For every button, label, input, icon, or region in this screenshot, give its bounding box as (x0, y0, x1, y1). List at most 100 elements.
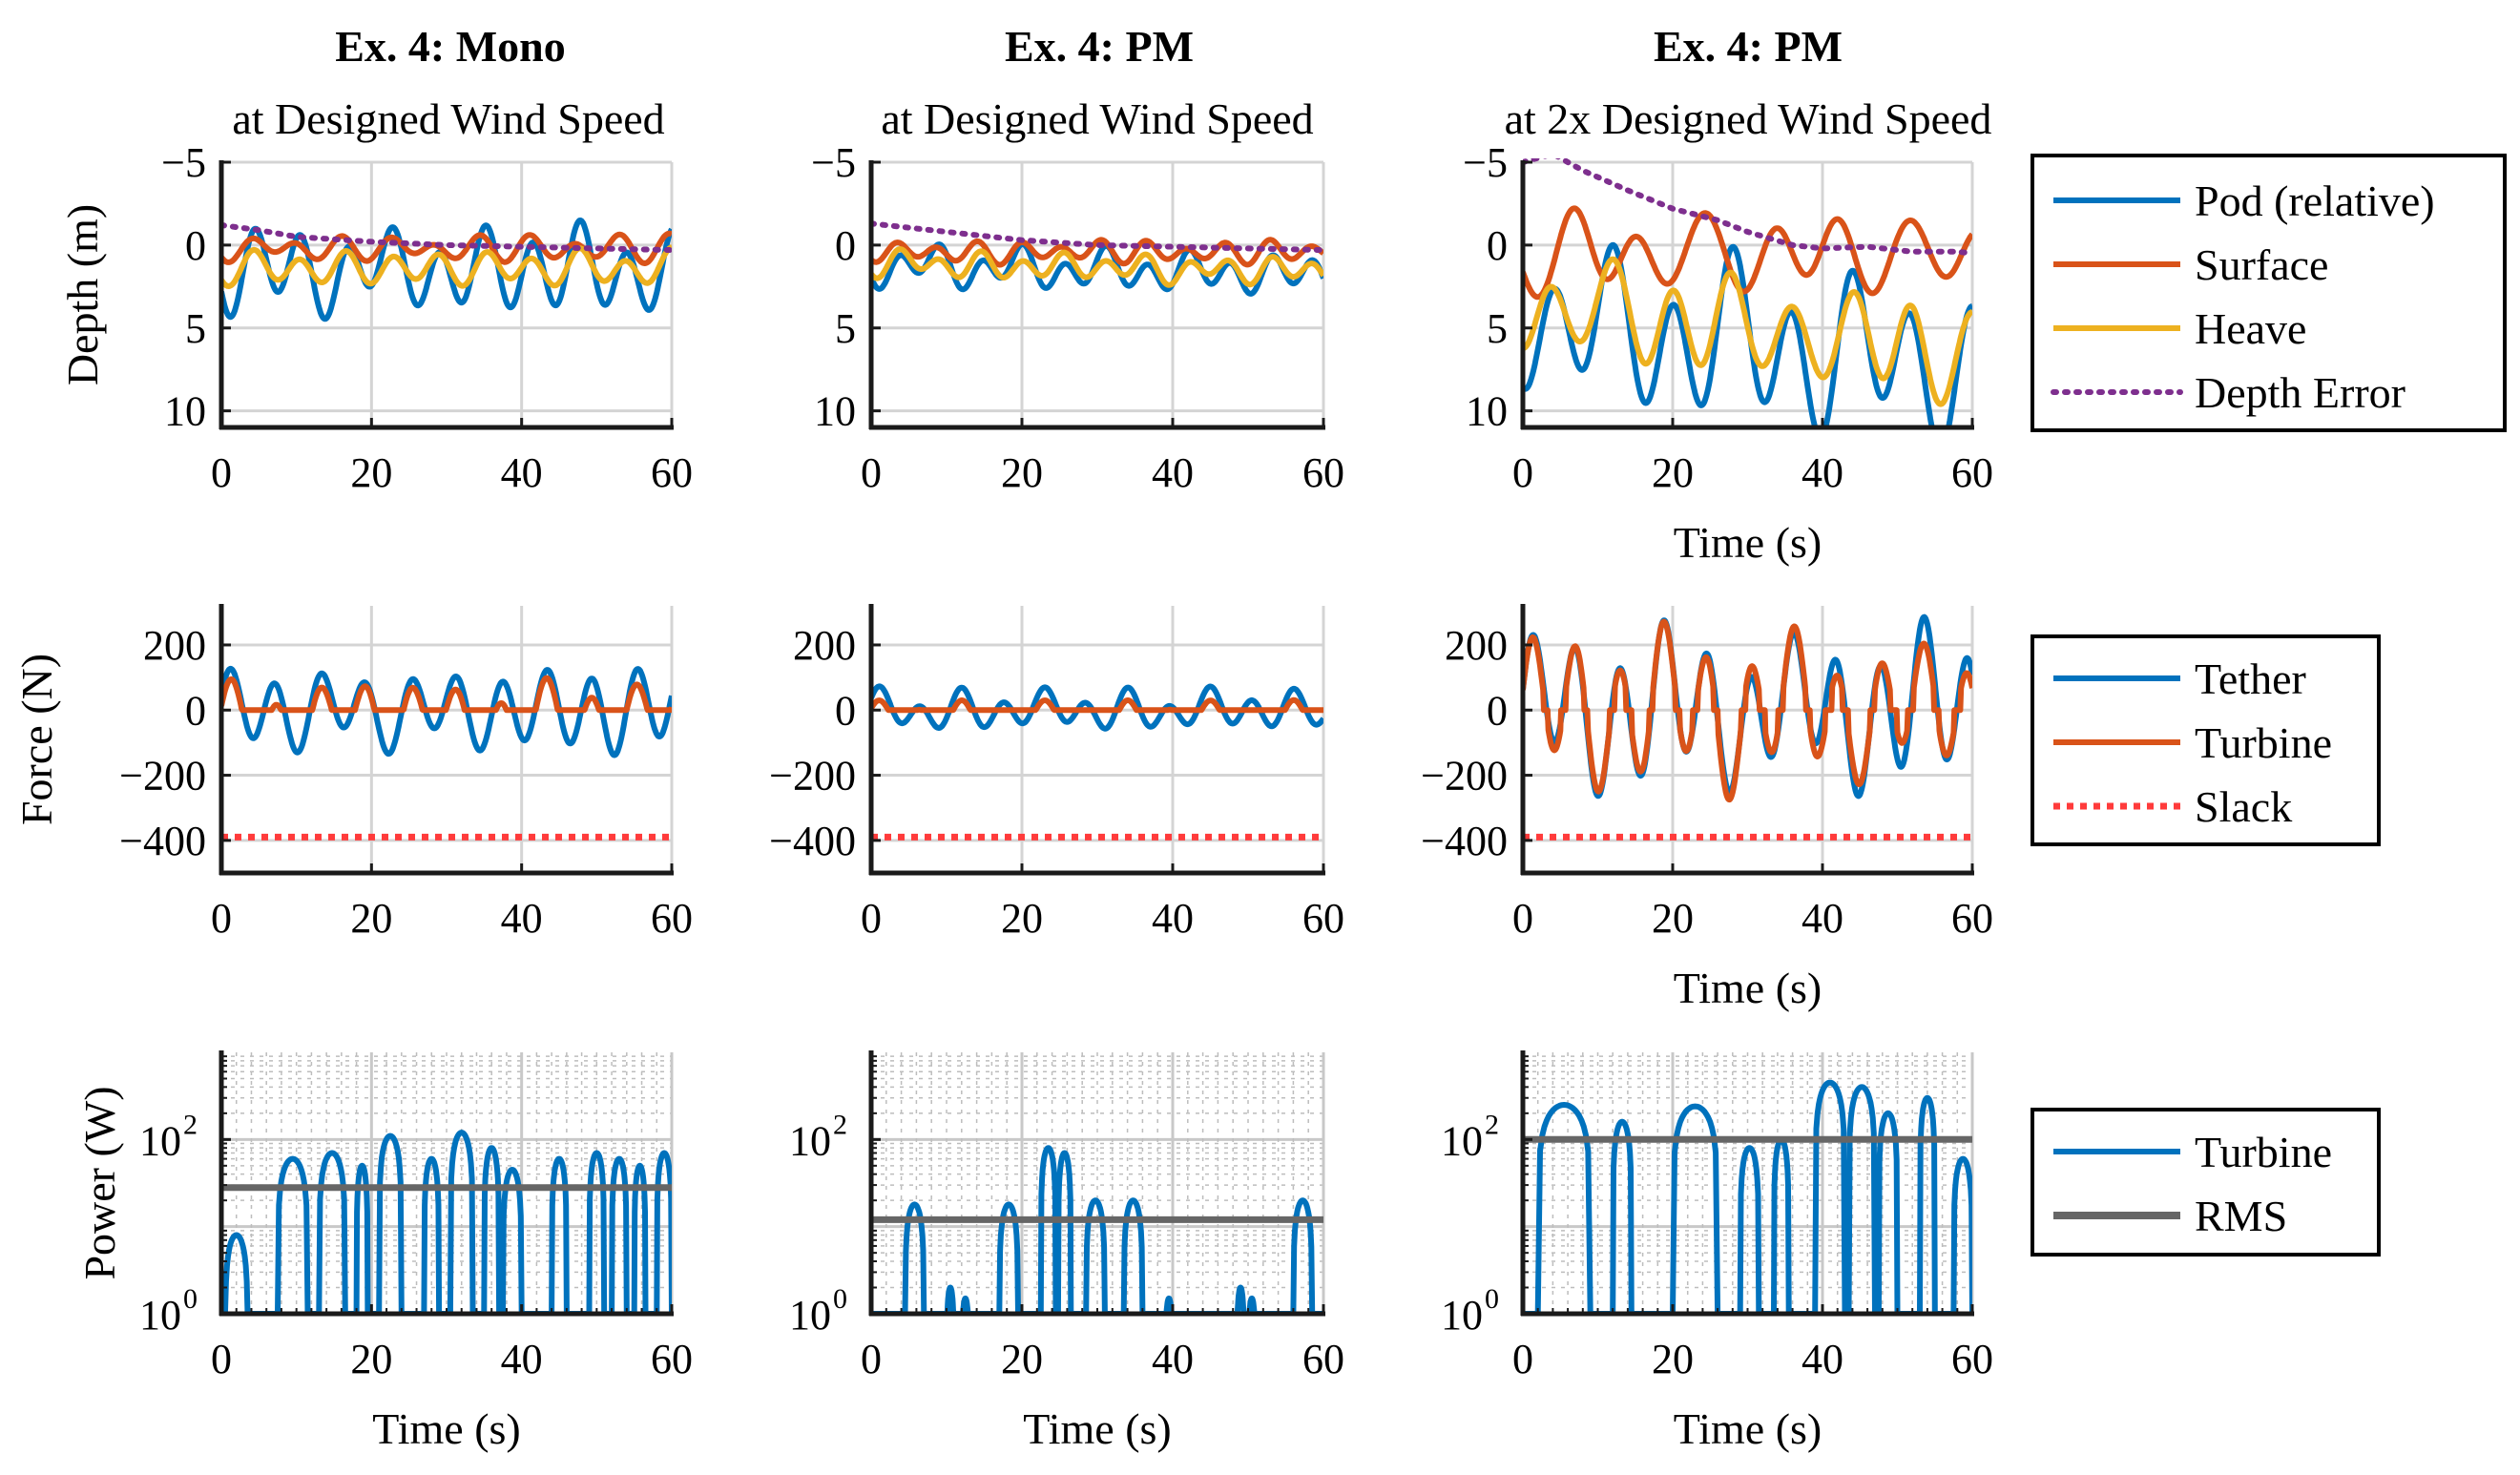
power-pm-ytick-exponent: 0 (833, 1283, 847, 1315)
power-mono-ytick-label: 10 (139, 1292, 181, 1339)
col3-subtitle: at 2x Designed Wind Speed (1505, 94, 1992, 143)
force-pm-ytick-label: 200 (793, 622, 856, 669)
power-pm2x-ytick-label: 10 (1441, 1292, 1483, 1339)
depth-pm2x-ytick-label: −5 (1463, 139, 1508, 186)
force-mono-series-turbine (221, 675, 672, 714)
depth-pm-xtick-label: 40 (1152, 449, 1194, 496)
depth-mono-ytick-label: −5 (161, 139, 206, 186)
depth-pm-ytick-label: 0 (835, 222, 856, 269)
force-pm2x-xtick-label: 40 (1801, 895, 1843, 942)
power-pm-xtick-label: 20 (1001, 1336, 1043, 1382)
power-pm2x-xtick-label: 20 (1652, 1336, 1694, 1382)
power-pm2x-plot (1523, 1079, 1972, 1314)
power-pm-xtick-label: 60 (1302, 1336, 1344, 1382)
legend-force-label-turbine: Turbine (2195, 718, 2332, 767)
legend-depth-label-surface: Surface (2195, 240, 2328, 289)
power-pm2x-xtick-label: 40 (1801, 1336, 1843, 1382)
power-mono-ytick-exponent: 2 (183, 1109, 198, 1140)
force-mono-xtick-label: 60 (651, 895, 693, 942)
depth-pm2x-axes: 0 20 40 60 −5 0 5 10 Time (s) (1463, 139, 1993, 567)
power-pm2x-ytick-label: 10 (1441, 1117, 1483, 1164)
depth-mono-ylabel: Depth (m) (58, 204, 107, 385)
force-pm-series-turbine (871, 696, 1323, 714)
depth-pm2x-series-surface (1523, 205, 1972, 301)
power-mono-xtick-label: 60 (651, 1336, 693, 1382)
legend-power-label-rms: RMS (2195, 1192, 2287, 1240)
power-pm-xtick-label: 0 (861, 1336, 882, 1382)
force-mono-ytick-label: −400 (119, 818, 206, 864)
col1-title: Ex. 4: Mono (335, 22, 566, 71)
legend-depth-label-heave: Heave (2195, 304, 2306, 353)
power-pm-xlabel: Time (s) (1023, 1404, 1172, 1453)
force-pm2x-series-turbine (1523, 618, 1972, 803)
power-mono-series-turbine (221, 1130, 672, 1314)
force-mono-ytick-label: 0 (185, 687, 206, 734)
legend-depth-label-pod: Pod (relative) (2195, 177, 2435, 225)
depth-pm-axes: 0 20 40 60 −5 0 5 10 (811, 139, 1344, 496)
force-pm2x-ytick-label: −400 (1421, 818, 1508, 864)
force-pm-ytick-label: 0 (835, 687, 856, 734)
force-pm-series-tether (871, 683, 1323, 732)
force-mono-xtick-label: 0 (211, 895, 232, 942)
force-mono-ytick-label: 200 (143, 622, 206, 669)
force-pm-xtick-label: 20 (1001, 895, 1043, 942)
depth-pm-xtick-label: 20 (1001, 449, 1043, 496)
force-pm-plot (871, 683, 1323, 841)
depth-mono-series-depth-error (221, 222, 672, 254)
depth-mono-series-heave (221, 244, 672, 289)
depth-pm-xtick-label: 0 (861, 449, 882, 496)
depth-mono-xtick-label: 60 (651, 449, 693, 496)
depth-pm-xtick-label: 60 (1302, 449, 1344, 496)
depth-pm-series-heave (871, 246, 1323, 288)
depth-mono-ytick-label: 10 (164, 388, 206, 435)
depth-mono-ytick-label: 0 (185, 222, 206, 269)
power-pm2x-xtick-label: 60 (1951, 1336, 1993, 1382)
force-pm-xtick-label: 0 (861, 895, 882, 942)
force-pm-ytick-label: −400 (769, 818, 856, 864)
depth-pm-plot (871, 220, 1323, 297)
depth-pm2x-plot (1523, 158, 1972, 427)
depth-mono-axes: 0 20 40 60 −5 0 5 10 Depth (m) (58, 139, 693, 496)
depth-mono-xtick-label: 20 (350, 449, 392, 496)
legend-power-box (2031, 1108, 2381, 1257)
power-mono-ylabel: Power (W) (75, 1086, 124, 1279)
legend-force-label-tether: Tether (2195, 654, 2306, 703)
force-mono-xtick-label: 40 (501, 895, 543, 942)
depth-pm-ytick-label: 10 (814, 388, 856, 435)
col3-title: Ex. 4: PM (1654, 22, 1843, 71)
depth-mono-xtick-label: 0 (211, 449, 232, 496)
force-pm-xtick-label: 60 (1302, 895, 1344, 942)
power-pm-ytick-exponent: 2 (833, 1109, 847, 1140)
power-mono-ytick-exponent: 0 (183, 1283, 198, 1315)
force-pm-xtick-label: 40 (1152, 895, 1194, 942)
force-pm-axes: 0 20 40 60 −400 −200 0 200 (769, 604, 1344, 942)
force-pm-ytick-label: −200 (769, 753, 856, 800)
col2-subtitle: at Designed Wind Speed (881, 94, 1313, 143)
power-mono-xtick-label: 20 (350, 1336, 392, 1382)
depth-mono-series-surface (221, 230, 672, 266)
legend-force: Tether Turbine Slack (2031, 634, 2381, 846)
depth-pm2x-xtick-label: 20 (1652, 449, 1694, 496)
legend-depth: Pod (relative) Surface Heave Depth Error (2031, 154, 2507, 432)
power-mono-plot (221, 1130, 672, 1314)
power-pm2x-xtick-label: 0 (1512, 1336, 1533, 1382)
col1-subtitle: at Designed Wind Speed (232, 94, 664, 143)
force-mono-ytick-label: −200 (119, 753, 206, 800)
legend-power: Turbine RMS (2031, 1108, 2381, 1257)
power-mono-xtick-label: 0 (211, 1336, 232, 1382)
legend-force-label-slack: Slack (2195, 782, 2292, 831)
power-pm2x-xlabel: Time (s) (1674, 1404, 1822, 1453)
power-mono-xlabel: Time (s) (372, 1404, 521, 1453)
force-pm2x-ytick-label: −200 (1421, 753, 1508, 800)
depth-pm2x-series-depth-error (1523, 158, 1972, 257)
power-pm2x-ytick-exponent: 0 (1485, 1283, 1499, 1315)
power-mono-ytick-label: 10 (139, 1117, 181, 1164)
depth-pm-series-depth-error (871, 220, 1323, 254)
force-mono-xtick-label: 20 (350, 895, 392, 942)
legend-depth-label-error: Depth Error (2195, 368, 2405, 417)
force-pm2x-xlabel: Time (s) (1674, 964, 1822, 1012)
power-pm2x-ytick-exponent: 2 (1485, 1109, 1499, 1140)
depth-pm2x-xtick-label: 60 (1951, 449, 1993, 496)
